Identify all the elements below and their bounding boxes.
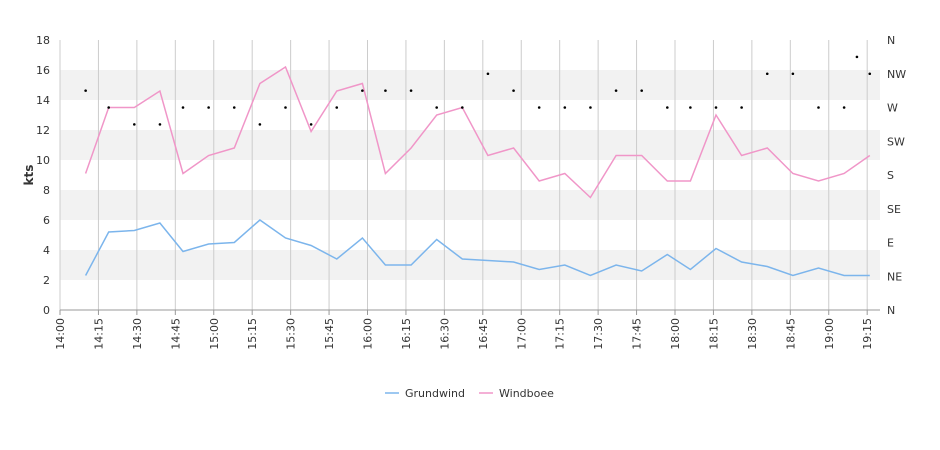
direction-point [614,89,618,92]
direction-point [207,106,210,109]
plot-band [60,130,880,160]
x-tick-label: 17:45 [631,318,644,350]
direction-point [409,89,413,92]
direction-point [461,106,464,109]
x-tick-label: 18:15 [707,318,720,350]
direction-point [868,72,872,76]
x-tick-label: 15:45 [323,318,336,350]
direction-tick-label: SW [887,135,905,148]
direction-tick-label: NE [887,270,902,283]
direction-point [133,123,136,126]
legend-item-grundwind[interactable]: Grundwind [385,387,465,400]
x-tick-label: 15:15 [246,318,259,350]
direction-tick-label: E [887,237,894,250]
direction-point [563,106,567,109]
direction-point [335,106,339,109]
series-line-windboee [84,65,871,199]
plot-band [60,190,880,220]
direction-point [714,106,718,109]
series-lines [84,65,871,277]
y-tick-label: 2 [43,274,50,287]
direction-point [84,89,87,92]
series-line-grundwind [84,219,870,277]
x-axis-ticks: 14:00 14:15 14:30 14:45 15:00 15:15 15:30 15:45… [54,310,874,350]
direction-point [181,106,185,109]
direction-point [309,123,313,126]
direction-point [258,123,262,126]
legend-label: Windboee [499,387,554,400]
direction-tick-label: N [887,34,895,47]
direction-point [512,89,515,92]
x-tick-label: 16:45 [477,318,490,350]
x-tick-label: 16:15 [400,318,413,350]
grid-lines [59,40,880,311]
y-tick-label: 14 [36,94,50,107]
x-tick-label: 19:15 [861,318,874,350]
y-tick-label: 10 [36,154,50,167]
direction-point [689,106,692,109]
direction-point [384,89,387,92]
legend-item-windboee[interactable]: Windboee [479,387,554,400]
direction-point [817,106,820,109]
direction-point [232,106,236,109]
direction-axis-ticks: N NE E SE S SW W NW N [887,34,906,317]
direction-tick-label: SE [887,203,901,216]
plot-band [60,70,880,100]
x-tick-label: 17:15 [554,318,567,350]
x-tick-label: 14:30 [131,318,144,350]
direction-point [740,106,743,109]
x-tick-label: 18:00 [669,318,682,350]
y-tick-label: 18 [36,34,50,47]
x-tick-label: 17:30 [592,318,605,350]
y-axis-label: kts [22,165,36,186]
direction-point [791,72,795,76]
x-tick-label: 19:00 [823,318,836,350]
x-tick-label: 16:30 [438,318,451,350]
direction-point [435,106,438,109]
x-tick-label: 17:00 [515,318,528,350]
direction-tick-label: N [887,304,895,317]
y-tick-label: 16 [36,64,50,77]
x-tick-label: 18:45 [784,318,797,350]
plot-band [60,250,880,280]
direction-point [666,106,669,109]
direction-point [855,55,859,59]
y-axis-ticks: 0 2 4 6 8 10 12 14 16 18 [36,34,50,317]
x-tick-label: 14:15 [92,318,105,350]
y-tick-label: 4 [43,244,50,257]
y-tick-label: 0 [43,304,50,317]
direction-tick-label: S [887,169,894,182]
y-tick-label: 12 [36,124,50,137]
direction-point [765,72,769,76]
direction-point [284,106,287,109]
x-tick-label: 18:30 [746,318,759,350]
direction-point [107,106,110,109]
direction-point [361,89,364,92]
y-tick-label: 8 [43,184,50,197]
direction-tick-label: W [887,102,898,115]
x-tick-label: 15:00 [208,318,221,350]
direction-point [842,106,846,109]
x-tick-label: 16:00 [362,318,375,350]
direction-markers [84,55,872,126]
legend-label: Grundwind [405,387,465,400]
x-tick-label: 14:00 [54,318,67,350]
direction-point [640,89,643,92]
plot-bands [60,70,880,280]
y-tick-label: 6 [43,214,50,227]
direction-point [486,72,490,76]
direction-point [158,123,162,126]
direction-point [537,106,541,109]
direction-point [589,106,592,109]
x-tick-label: 15:30 [285,318,298,350]
x-tick-label: 14:45 [169,318,182,350]
direction-tick-label: NW [887,68,906,81]
legend[interactable]: Grundwind Windboee [385,387,554,400]
